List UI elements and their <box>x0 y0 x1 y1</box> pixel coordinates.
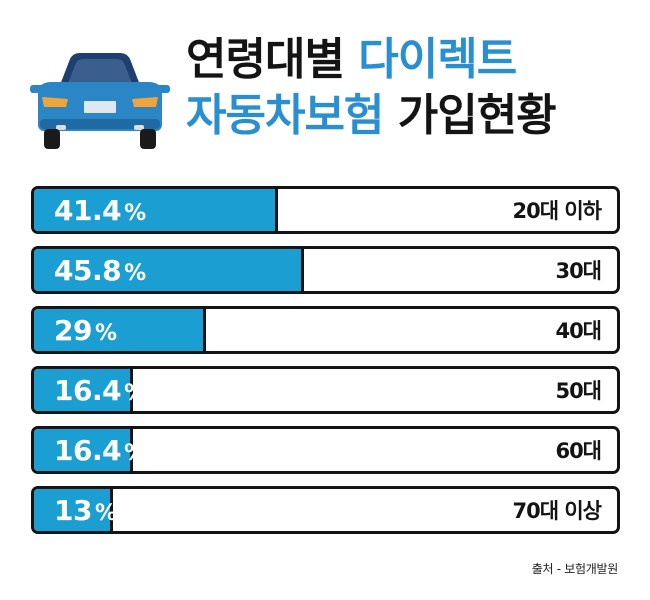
title-line2-dark: 가입현황 <box>397 90 557 141</box>
bar <box>34 369 133 411</box>
bar-value-label: 29% <box>54 309 117 351</box>
category-label: 70대 이상 <box>512 499 602 523</box>
source-note: 출처 - 보험개발원 <box>531 562 619 576</box>
bar-value: 16.4 <box>54 434 122 467</box>
bar-row: 13% 70대 이상 <box>31 486 620 534</box>
header: 연령대별 다이렉트 자동차보험 가입현황 <box>0 0 650 175</box>
bar-value: 16.4 <box>54 374 122 407</box>
bar-value-label: 16.4% <box>54 369 146 411</box>
bar <box>34 249 304 291</box>
bar-unit: % <box>94 501 117 526</box>
bar-value: 13 <box>54 494 92 527</box>
bar-value: 45.8 <box>54 254 122 287</box>
bar-row: 16.4% 50대 <box>31 366 620 414</box>
car-rear-icon <box>30 53 170 149</box>
bar-unit: % <box>94 321 117 346</box>
title-line1-blue: 다이렉트 <box>358 34 517 85</box>
bar-value: 29 <box>54 314 92 347</box>
title-line1-dark: 연령대별 <box>186 34 345 85</box>
bar-chart: 41.4% 20대 이하 45.8% 30대 29% 40대 16.4% 50대 16.4% 60… <box>31 186 620 546</box>
bar-unit: % <box>124 201 146 226</box>
bar-unit: % <box>124 261 146 286</box>
bar <box>34 489 113 531</box>
bar-value-label: 41.4% <box>54 189 146 231</box>
bar-value: 41.4 <box>54 194 122 227</box>
bar-row: 45.8% 30대 <box>31 246 620 294</box>
bar-unit: % <box>124 381 146 406</box>
bar <box>34 309 206 351</box>
bar-row: 41.4% 20대 이하 <box>31 186 620 234</box>
category-label: 60대 <box>555 439 602 463</box>
chart-title: 연령대별 다이렉트 자동차보험 가입현황 <box>186 32 557 144</box>
category-label: 50대 <box>555 379 602 403</box>
title-line2-blue: 자동차보험 <box>186 90 384 141</box>
category-label: 40대 <box>555 319 602 343</box>
category-label: 30대 <box>555 259 602 283</box>
bar <box>34 189 278 231</box>
bar-unit: % <box>124 441 146 466</box>
bar-value-label: 13% <box>54 489 117 531</box>
bar-row: 16.4% 60대 <box>31 426 620 474</box>
bar-value-label: 45.8% <box>54 249 146 291</box>
bar-value-label: 16.4% <box>54 429 146 471</box>
category-label: 20대 이하 <box>512 199 602 223</box>
bar-row: 29% 40대 <box>31 306 620 354</box>
bar <box>34 429 133 471</box>
